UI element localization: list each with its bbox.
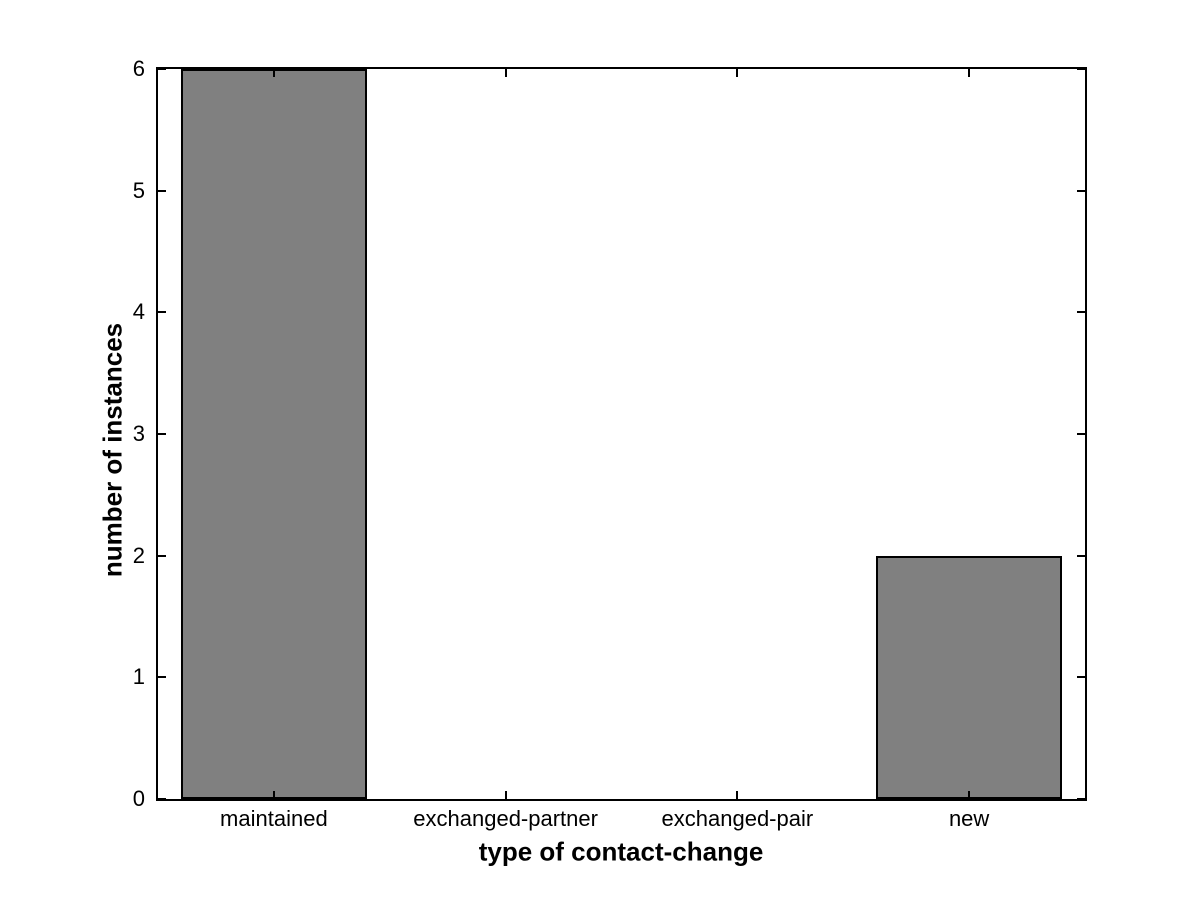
y-tick-left xyxy=(158,676,166,679)
x-tick-label-new: new xyxy=(948,806,990,831)
y-tick-label-1: 1 xyxy=(132,664,145,690)
x-tick-label-maintained: maintained xyxy=(220,806,328,831)
bar-maintained xyxy=(181,69,367,799)
y-tick-left xyxy=(158,554,166,557)
x-tick-label-exchanged-pair: exchanged-pair xyxy=(661,806,814,831)
y-tick-label-0: 0 xyxy=(132,786,145,811)
bar-new xyxy=(876,555,1062,799)
y-tick-left xyxy=(158,68,166,70)
x-tick-top xyxy=(736,69,739,77)
y-tick-right xyxy=(1077,189,1085,192)
y-tick-label-4: 4 xyxy=(132,299,145,325)
x-tick-bottom xyxy=(968,791,971,799)
y-tick-right xyxy=(1077,798,1085,800)
y-tick-left xyxy=(158,798,166,800)
y-tick-label-6: 6 xyxy=(132,56,145,81)
x-tick-top xyxy=(272,69,275,77)
y-tick-label-2: 2 xyxy=(132,542,145,568)
y-tick-label-3: 3 xyxy=(132,421,145,446)
x-tick-top xyxy=(504,69,507,77)
x-axis-label: type of contact-change xyxy=(478,836,764,867)
y-tick-left xyxy=(158,433,166,435)
y-tick-right xyxy=(1077,554,1085,557)
x-tick-label-exchanged-partner: exchanged-partner xyxy=(413,806,598,831)
x-tick-bottom xyxy=(272,791,275,799)
y-tick-right xyxy=(1077,676,1085,679)
y-tick-right xyxy=(1077,68,1085,70)
plot-area: maintained exchanged-partner exchanged-pai… xyxy=(133,56,1087,831)
x-tick-bottom xyxy=(504,791,507,799)
x-tick-top xyxy=(968,69,971,77)
y-tick-left xyxy=(158,189,166,192)
y-tick-right xyxy=(1077,311,1085,314)
y-axis-label: number of instances xyxy=(97,322,128,578)
x-tick-bottom xyxy=(736,791,739,799)
y-tick-label-5: 5 xyxy=(132,177,145,203)
y-tick-right xyxy=(1077,433,1085,435)
y-tick-left xyxy=(158,311,166,314)
